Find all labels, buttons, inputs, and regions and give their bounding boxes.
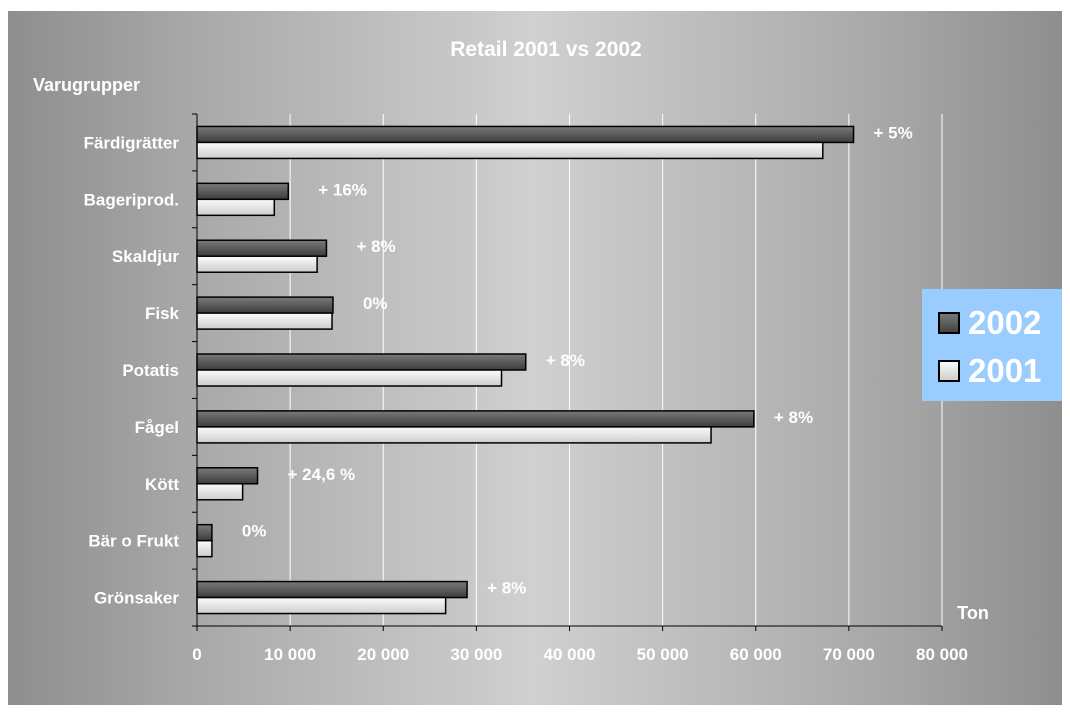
change-annotation: + 16% [318, 180, 367, 199]
change-annotation: + 8% [546, 351, 585, 370]
y-category-label: Fisk [145, 304, 180, 323]
bar-2001 [196, 312, 333, 330]
bar-2002 [196, 239, 328, 257]
bar-2002 [196, 353, 527, 371]
bar-2001 [196, 141, 824, 160]
y-category-label: Skaldjur [112, 247, 179, 266]
bar-2001 [196, 255, 318, 273]
x-tick-label: 40 000 [544, 645, 596, 664]
change-annotation: + 24,6 % [288, 465, 356, 484]
bar-2002 [196, 410, 755, 428]
x-tick-label: 0 [192, 645, 201, 664]
y-category-label: Grönsaker [94, 589, 179, 608]
bar-2002 [196, 467, 259, 485]
x-tick-label: 60 000 [730, 645, 782, 664]
bar-2001 [196, 483, 244, 501]
legend: 2002 2001 [922, 289, 1062, 401]
y-category-label: Potatis [122, 361, 179, 380]
chart-area: Retail 2001 vs 2002 Varugrupper Ton 0 10 … [8, 11, 1062, 705]
y-category-label: Fågel [135, 418, 179, 437]
bar-2001 [196, 426, 712, 444]
change-annotation: + 8% [774, 408, 813, 427]
change-annotation: + 8% [356, 237, 395, 256]
x-tick-label: 50 000 [637, 645, 689, 664]
bar-2001 [196, 198, 276, 217]
bar-2002 [196, 580, 468, 599]
change-annotation: 0% [363, 294, 388, 313]
legend-label-2001: 2001 [968, 352, 1042, 389]
bar-2001 [196, 369, 503, 387]
x-tick-label: 20 000 [357, 645, 409, 664]
bar-2002 [196, 296, 334, 314]
change-annotation: + 8% [487, 579, 526, 598]
bar-chart: Retail 2001 vs 2002 Varugrupper Ton 0 10 … [33, 38, 989, 664]
bar-2002 [196, 125, 855, 144]
x-tick-label: 30 000 [450, 645, 502, 664]
x-tick-label: 70 000 [823, 645, 875, 664]
y-axis-label: Varugrupper [33, 75, 140, 95]
x-tick-label: 80 000 [916, 645, 968, 664]
legend-swatch-2002 [938, 312, 960, 334]
legend-label-2002: 2002 [968, 304, 1042, 341]
x-tick-label: 10 000 [264, 645, 316, 664]
bar-2002 [196, 182, 290, 201]
y-category-label: Färdigrätter [84, 133, 180, 152]
x-axis-unit-label: Ton [957, 603, 989, 623]
bar-2001 [196, 596, 447, 615]
y-category-label: Bageriprod. [84, 190, 179, 209]
bar-2001 [196, 539, 213, 558]
chart-title: Retail 2001 vs 2002 [450, 38, 641, 61]
legend-item-2001: 2001 [938, 351, 1041, 391]
y-category-label: Bär o Frukt [88, 532, 179, 551]
legend-swatch-2001 [938, 360, 960, 382]
bar-2002 [196, 523, 213, 542]
change-annotation: 0% [242, 522, 267, 541]
legend-item-2002: 2002 [938, 303, 1041, 343]
y-category-label: Kött [145, 475, 179, 494]
change-annotation: + 5% [874, 123, 913, 142]
